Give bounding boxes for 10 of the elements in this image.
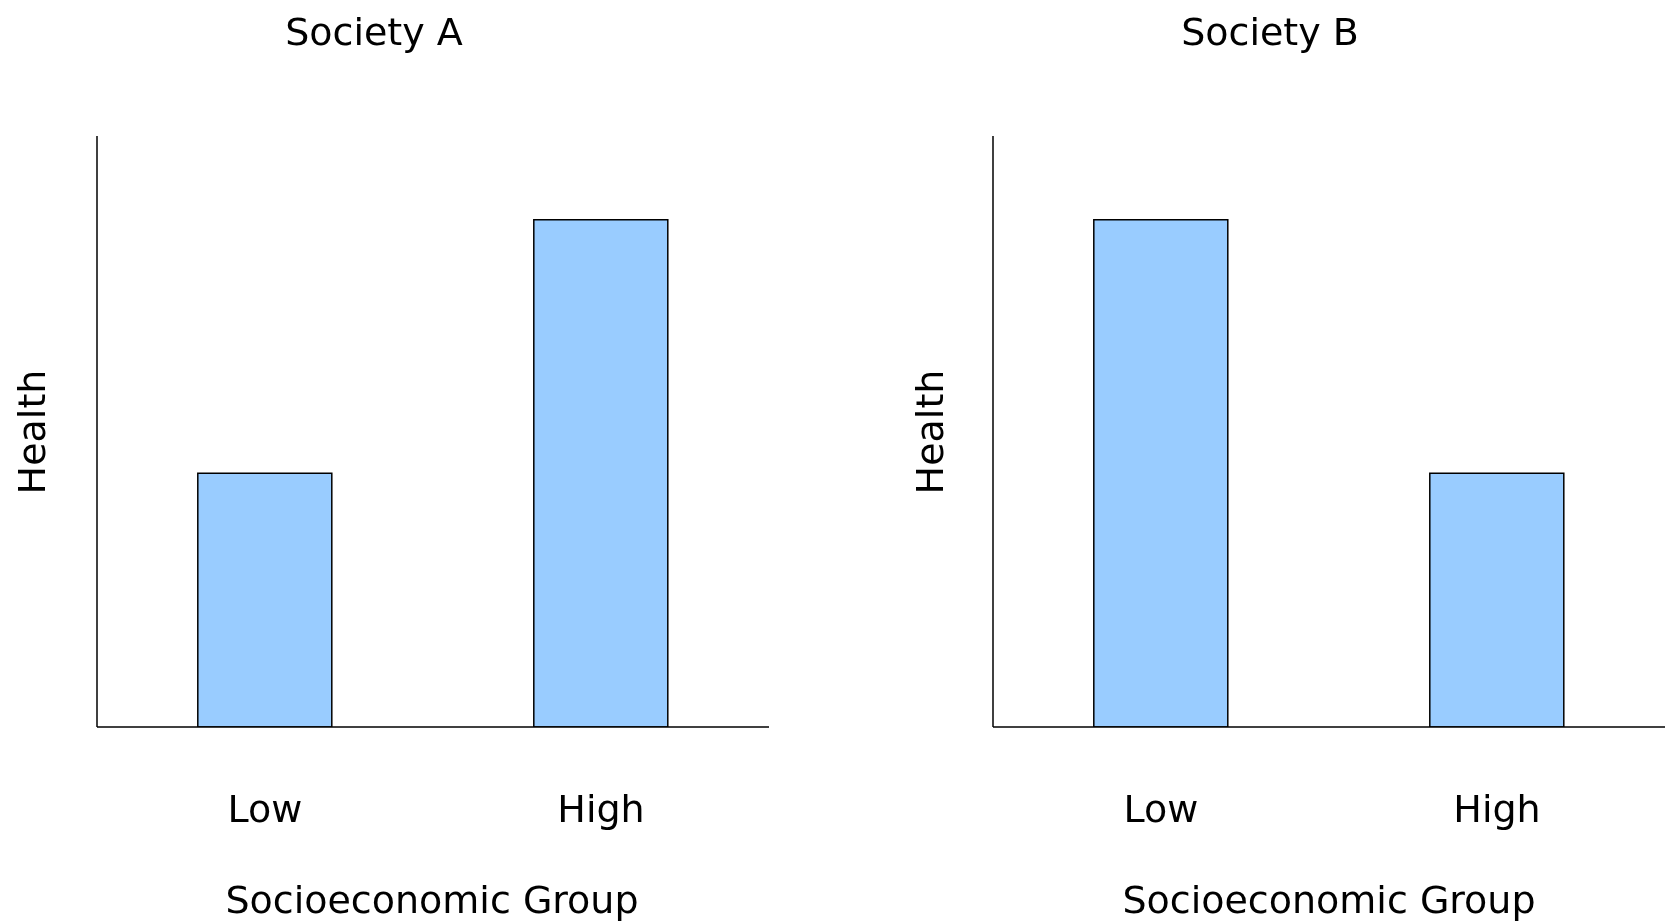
- chart-title: Society A: [285, 10, 463, 54]
- x-tick-label: Low: [1123, 786, 1199, 831]
- y-axis-title: Health: [10, 369, 54, 495]
- x-tick-label: Low: [227, 786, 303, 831]
- x-tick-label: High: [1453, 786, 1541, 831]
- x-tick-label: High: [557, 786, 645, 831]
- x-axis-title: Socioeconomic Group: [1122, 878, 1536, 922]
- chart-title: Society B: [1181, 10, 1359, 54]
- y-axis-title: Health: [908, 369, 952, 495]
- x-axis-title: Socioeconomic Group: [225, 878, 639, 922]
